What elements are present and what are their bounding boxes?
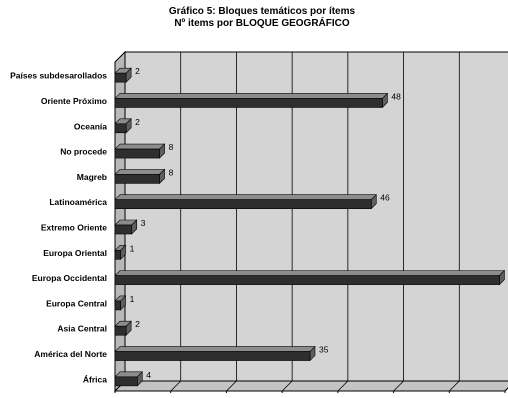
bar [114, 250, 121, 260]
bar [114, 98, 383, 108]
chart-subtitle: Nº items por BLOQUE GEOGRÁFICO [174, 16, 350, 29]
bar [114, 376, 138, 387]
bar [114, 199, 372, 209]
data-label: 35 [319, 345, 329, 355]
category-label: No procede [60, 147, 107, 157]
bar [114, 148, 160, 159]
floor-gridline [281, 380, 293, 392]
bar [114, 300, 121, 311]
category-label: Magreb [77, 172, 107, 182]
category-label: Europa Occidental [32, 273, 107, 283]
category-label: Oceanía [74, 121, 107, 131]
bar [114, 325, 127, 336]
chart-title: Gráfico 5: Bloques temáticos por ítems [169, 6, 356, 17]
bar [114, 72, 127, 83]
category-label: África [83, 374, 107, 384]
floor-gridline [226, 380, 237, 392]
plot-floor [113, 380, 508, 392]
floor-gridline [337, 380, 349, 392]
bar [114, 351, 311, 361]
data-label: 2 [135, 117, 140, 127]
data-label: 46 [380, 193, 390, 203]
bar-top-face [114, 93, 389, 99]
data-label: 1 [130, 294, 135, 304]
category-label: América del Norte [34, 349, 107, 359]
bar [114, 123, 127, 134]
data-label: 1 [130, 243, 135, 253]
floor-gridline [449, 380, 460, 392]
category-label: Europa Central [46, 298, 107, 308]
data-label: 2 [135, 319, 140, 329]
floor-gridline [504, 387, 508, 392]
bar-top-face [114, 143, 166, 150]
category-label: Europa Oriental [43, 248, 107, 258]
category-label: Oriente Próximo [41, 96, 107, 106]
data-label: 2 [135, 66, 140, 76]
bar [114, 224, 133, 235]
category-label: Asia Central [57, 324, 107, 334]
data-label: 3 [141, 218, 146, 228]
floor-gridline [393, 380, 404, 392]
bar-top-face [114, 270, 506, 276]
bar-top-face [114, 346, 316, 352]
bar [114, 275, 500, 285]
category-label: Extremo Oriente [41, 223, 107, 233]
bar-top-face [114, 194, 378, 200]
bar-top-face [114, 169, 166, 175]
data-label: 48 [391, 91, 401, 101]
floor-gridline [170, 380, 181, 392]
data-label: 8 [169, 167, 174, 177]
data-label: 4 [146, 370, 151, 380]
category-label: Latinoamérica [49, 197, 107, 207]
data-label: 8 [169, 142, 174, 152]
category-label: Países subdesarollados [10, 71, 107, 81]
bar [114, 174, 160, 184]
